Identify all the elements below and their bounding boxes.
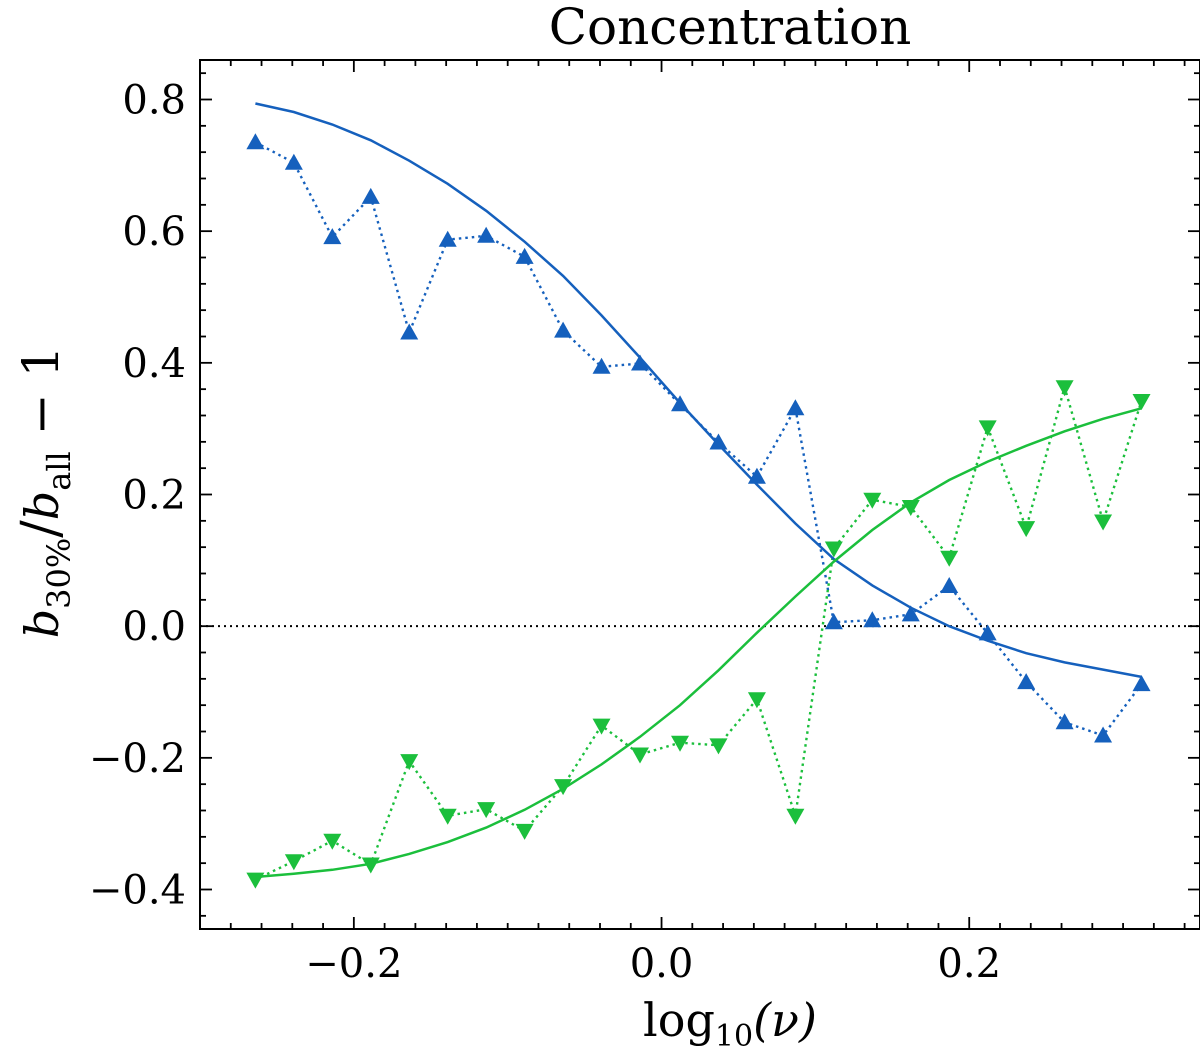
- data-point-high-concentration-data: [515, 247, 534, 264]
- data-point-high-concentration-data: [1017, 673, 1036, 690]
- data-point-low-concentration-data: [400, 754, 419, 771]
- data-point-low-concentration-data: [940, 550, 959, 567]
- data-point-low-concentration-data: [978, 420, 997, 437]
- axes-frame: [199, 59, 1200, 930]
- y-tick-label: −0.2: [89, 736, 186, 782]
- data-point-high-concentration-data: [438, 230, 457, 247]
- data-point-low-concentration-data: [631, 747, 649, 764]
- x-tick-label: −0.2: [305, 941, 402, 987]
- data-point-low-concentration-data: [477, 802, 496, 819]
- data-point-low-concentration-data: [554, 779, 573, 796]
- y-tick-label: 0.4: [122, 341, 186, 387]
- data-point-low-concentration-data: [824, 541, 843, 558]
- data-point-high-concentration-data: [863, 611, 882, 628]
- data-point-high-concentration-data: [246, 133, 265, 150]
- data-point-high-concentration-data: [978, 624, 997, 641]
- series-line-high-concentration-model: [255, 102, 1142, 679]
- y-axis-ticks: 0.8 0.6 0.4 0.2 0.0 −0.2 −0.4: [89, 72, 1200, 917]
- data-point-high-concentration-data: [1094, 726, 1113, 743]
- data-point-high-concentration-data: [592, 357, 611, 374]
- y-tick-label: 0.6: [122, 209, 186, 255]
- data-point-low-concentration-data: [1055, 380, 1074, 397]
- x-axis-ticks: −0.2 0.0 0.2: [229, 60, 1186, 987]
- data-point-low-concentration-data: [246, 872, 265, 889]
- data-point-high-concentration-data: [709, 433, 728, 450]
- y-tick-label: −0.4: [89, 868, 186, 914]
- x-tick-label: 0.2: [937, 941, 1001, 987]
- y-axis-label: b30%/ball − 1: [11, 346, 78, 639]
- y-tick-label: 0.2: [122, 473, 186, 519]
- y-tick-label: 0.0: [122, 604, 186, 650]
- data-point-high-concentration-data: [1055, 713, 1074, 730]
- data-point-low-concentration-data: [284, 854, 303, 871]
- x-axis-label: log10(ν): [643, 993, 817, 1053]
- data-point-high-concentration-data: [824, 613, 843, 630]
- data-point-high-concentration-data: [284, 153, 303, 170]
- data-point-low-concentration-data: [709, 738, 728, 755]
- data-point-low-concentration-data: [438, 808, 457, 825]
- data-point-low-concentration-data: [1094, 514, 1113, 531]
- data-point-high-concentration-data: [1132, 675, 1151, 692]
- data-point-low-concentration-data: [592, 718, 611, 735]
- data-point-high-concentration-data: [400, 323, 419, 340]
- data-point-high-concentration-data: [361, 187, 380, 204]
- data-point-high-concentration-data: [747, 467, 766, 484]
- data-point-high-concentration-data: [901, 605, 920, 622]
- data-point-low-concentration-data: [671, 735, 689, 752]
- x-tick-label: 0.0: [630, 941, 694, 987]
- data-point-low-concentration-data: [323, 833, 342, 850]
- data-point-low-concentration-data: [515, 823, 534, 840]
- series-line-high-concentration-data: [254, 141, 1143, 737]
- plot-area: [199, 59, 1200, 930]
- data-point-low-concentration-data: [863, 492, 882, 509]
- data-point-high-concentration-data: [786, 399, 805, 416]
- series-line-low-concentration-model: [255, 407, 1142, 879]
- data-point-high-concentration-data: [477, 226, 496, 243]
- data-point-low-concentration-data: [1017, 521, 1036, 538]
- data-point-high-concentration-data: [631, 354, 649, 371]
- data-point-high-concentration-data: [940, 577, 959, 594]
- data-point-low-concentration-data: [1132, 394, 1151, 411]
- data-point-low-concentration-data: [901, 500, 920, 517]
- y-tick-label: 0.8: [122, 78, 186, 124]
- series-line-low-concentration-data: [254, 382, 1143, 881]
- data-point-low-concentration-data: [786, 808, 805, 825]
- data-point-high-concentration-data: [323, 228, 342, 245]
- chart-title: Concentration: [549, 0, 912, 56]
- data-point-low-concentration-data: [747, 692, 766, 709]
- data-point-high-concentration-data: [554, 321, 573, 338]
